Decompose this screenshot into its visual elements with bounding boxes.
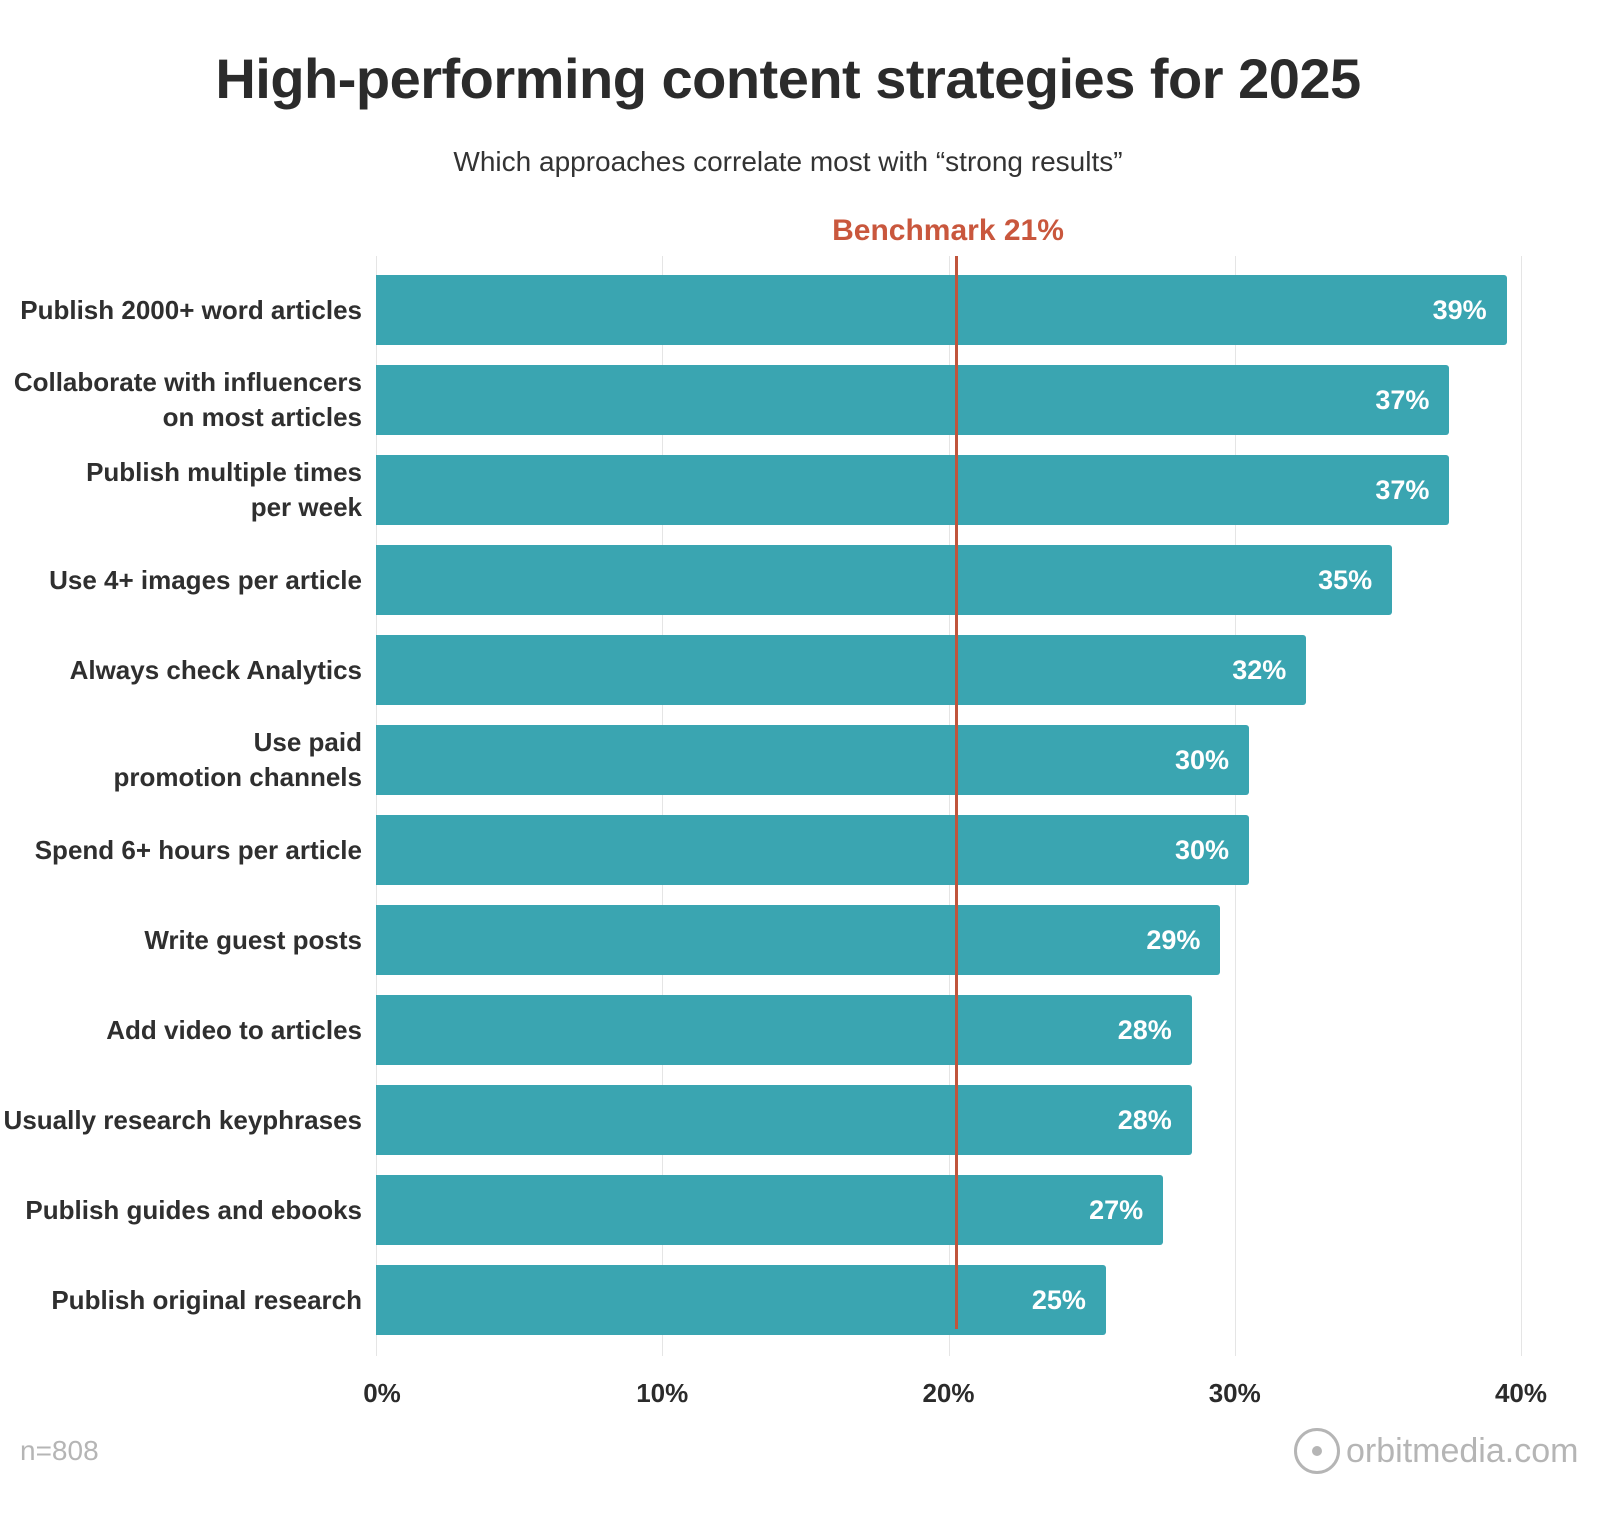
orbit-logo-icon	[1294, 1428, 1340, 1474]
category-label: Spend 6+ hours per article	[34, 834, 362, 865]
bar-value-label: 37%	[1375, 385, 1430, 415]
bar-value-label: 29%	[1146, 925, 1201, 955]
x-tick-label: 10%	[636, 1378, 689, 1408]
bar	[376, 995, 1192, 1065]
bar-value-label: 30%	[1175, 745, 1230, 775]
bar	[376, 1085, 1192, 1155]
bar	[376, 725, 1250, 795]
bar	[376, 635, 1307, 705]
gridline	[948, 256, 950, 1356]
bar-value-label: 30%	[1175, 835, 1230, 865]
bar	[376, 455, 1450, 525]
category-label: Publish 2000+ word articles	[20, 294, 362, 325]
bar	[376, 1175, 1164, 1245]
x-tick-label: 30%	[1208, 1378, 1261, 1408]
bar	[376, 1265, 1106, 1335]
category-label: Use 4+ images per article	[49, 564, 362, 595]
category-label: Publish guides and ebooks	[25, 1194, 362, 1225]
bar	[376, 365, 1450, 435]
category-label: Write guest posts	[144, 924, 362, 955]
sample-size: n=808	[20, 1435, 99, 1466]
benchmark-label: Benchmark 21%	[832, 214, 1064, 247]
category-label: Add video to articles	[106, 1014, 362, 1045]
x-tick-label: 40%	[1494, 1378, 1548, 1408]
category-label: Usually research keyphrases	[3, 1104, 362, 1135]
bar	[376, 545, 1393, 615]
bar-value-label: 39%	[1432, 295, 1487, 325]
bar-value-label: 28%	[1117, 1105, 1172, 1135]
bar-value-label: 28%	[1117, 1015, 1172, 1045]
brand-text: orbitmedia.com	[1346, 1431, 1579, 1470]
chart-subtitle: Which approaches correlate most with “st…	[453, 146, 1123, 177]
bar-value-label: 32%	[1232, 655, 1287, 685]
bar-value-label: 35%	[1318, 565, 1373, 595]
category-label: Always check Analytics	[69, 654, 362, 685]
bar-value-label: 27%	[1089, 1195, 1144, 1225]
gridline	[1234, 256, 1236, 1356]
gridline	[376, 256, 377, 1356]
category-label: Use paid promotion channels	[113, 727, 362, 792]
category-label: Publish multiple times per week	[86, 457, 362, 522]
brand-logo: orbitmedia.com	[1294, 1428, 1578, 1474]
gridline	[1521, 256, 1522, 1356]
x-tick-label: 0%	[363, 1378, 401, 1408]
chart-title: High-performing content strategies for 2…	[215, 47, 1361, 110]
bar-value-label: 37%	[1375, 475, 1430, 505]
category-label: Publish original research	[51, 1284, 362, 1315]
bar	[376, 905, 1221, 975]
bar	[376, 815, 1250, 885]
category-label: Collaborate with influencers on most art…	[13, 367, 362, 432]
bar	[376, 275, 1507, 345]
bar-value-label: 25%	[1031, 1285, 1086, 1315]
gridline	[662, 256, 664, 1356]
benchmark-line	[955, 256, 958, 1329]
x-tick-label: 20%	[922, 1378, 975, 1408]
